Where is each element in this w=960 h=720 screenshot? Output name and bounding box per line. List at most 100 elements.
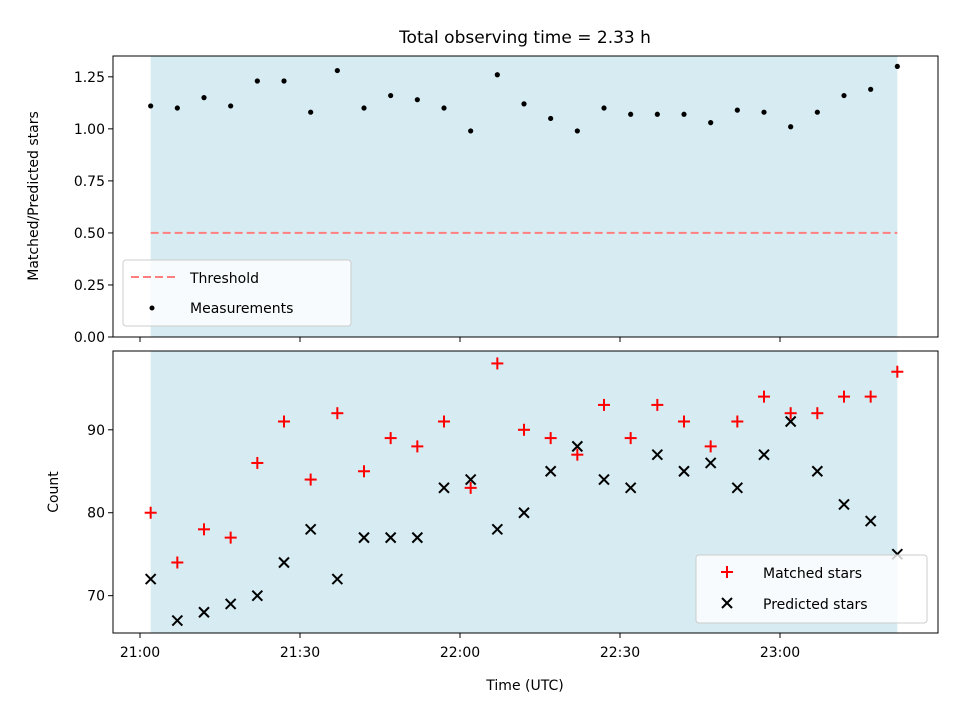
x-tick-label: 21:00	[120, 645, 160, 661]
matched-star-point	[598, 398, 610, 411]
chart-title: Total observing time = 2.33 h	[398, 28, 651, 48]
predicted-star-point	[384, 531, 397, 544]
predicted-star-point	[544, 465, 557, 477]
matched-star-point	[251, 456, 264, 469]
matched-star-point	[224, 531, 237, 544]
y-tick-label: 0.75	[74, 174, 105, 190]
predicted-star-point	[464, 473, 477, 486]
matched-star-point	[171, 556, 184, 569]
predicted-star-point	[731, 482, 744, 494]
predicted-star-point	[144, 573, 157, 585]
predicted-star-point	[624, 482, 637, 494]
predicted-star-point	[678, 465, 690, 477]
y-tick-label: 0.25	[74, 278, 105, 294]
predicted-star-point	[811, 465, 824, 477]
bottom-panel: 70 80 90 21:00 21:30 22:00 22:30 23:00 Count T…	[46, 350, 939, 694]
predicted-legend-label: Predicted stars	[763, 597, 868, 613]
matched-star-point	[411, 440, 424, 453]
measurement-point	[708, 120, 714, 126]
top-plot-frame	[112, 55, 939, 338]
measurement-point	[681, 111, 687, 117]
matched-star-point	[678, 415, 690, 428]
predicted-star-point	[411, 531, 424, 544]
bottom-x-axis-ticks: 21:00 21:30 22:00 22:30 23:00	[120, 633, 800, 661]
measurements-legend-label: Measurements	[190, 301, 293, 317]
measurements-legend-swatch	[149, 305, 155, 311]
measurement-point	[521, 101, 527, 107]
measurement-point	[574, 128, 580, 134]
predicted-star-point	[304, 523, 317, 536]
predicted-legend-swatch	[721, 597, 733, 609]
predicted-star-point	[198, 606, 210, 618]
matched-star-point	[811, 407, 824, 420]
predicted-star-point	[704, 457, 717, 469]
bottom-legend-box	[695, 554, 928, 624]
matched-star-point	[438, 415, 450, 428]
matched-star-point	[624, 432, 637, 445]
top-panel: 0.00 0.25 0.50 0.75 1.00 1.25 Total observing…	[26, 28, 939, 346]
top-y-axis-ticks: 0.00 0.25 0.50 0.75 1.00 1.25	[74, 70, 113, 346]
measurement-point	[281, 78, 287, 84]
measurement-point	[201, 95, 207, 101]
x-tick-label: 21:30	[280, 645, 320, 661]
predicted-star-point	[438, 482, 450, 494]
matched-legend-label: Matched stars	[763, 566, 862, 582]
measurement-point	[494, 72, 500, 78]
measurement-point	[894, 63, 900, 70]
top-y-axis-label: Matched/Predicted stars	[26, 111, 42, 281]
measurement-point	[414, 97, 420, 103]
matched-star-point	[278, 415, 290, 428]
matched-star-point	[544, 432, 557, 445]
matched-star-point	[331, 407, 344, 420]
matched-star-point	[864, 390, 877, 403]
predicted-star-point	[358, 531, 370, 544]
measurement-point	[228, 103, 234, 109]
x-tick-label: 23:00	[760, 645, 800, 661]
predicted-star-point	[278, 556, 290, 569]
top-legend-box	[122, 259, 352, 327]
matched-star-point	[731, 415, 744, 428]
measurement-point	[628, 111, 634, 117]
measurement-point	[734, 107, 740, 113]
predicted-stars-points	[144, 415, 904, 627]
predicted-star-point	[224, 598, 237, 610]
y-tick-label: 1.00	[74, 122, 105, 138]
measurement-point	[308, 109, 314, 115]
predicted-star-point	[331, 573, 344, 585]
predicted-star-point	[864, 515, 877, 527]
matched-star-point	[651, 398, 664, 411]
top-legend: Threshold Measurements	[122, 259, 352, 327]
measurement-point	[761, 109, 767, 115]
y-tick-label: 1.25	[74, 70, 105, 86]
predicted-star-point	[251, 589, 264, 602]
matched-star-point	[198, 523, 210, 536]
measurement-point	[841, 92, 847, 99]
y-tick-label: 80	[87, 506, 105, 522]
matched-star-point	[784, 407, 797, 420]
measurement-point	[814, 109, 820, 115]
measurement-point	[548, 115, 554, 122]
measurement-point	[148, 103, 154, 109]
measurement-point	[654, 111, 660, 117]
y-tick-label: 0.00	[74, 330, 105, 346]
predicted-star-point	[838, 498, 850, 511]
measurement-point	[388, 92, 394, 99]
predicted-star-point	[491, 523, 504, 536]
measurement-point	[254, 78, 260, 84]
bottom-legend: Matched stars Predicted stars	[695, 554, 928, 624]
measurement-point	[788, 124, 794, 130]
predicted-star-point	[598, 473, 610, 486]
x-tick-label: 22:30	[600, 645, 640, 661]
measurement-points	[148, 63, 900, 134]
measurement-point	[174, 105, 180, 111]
bottom-y-axis-ticks: 70 80 90	[87, 423, 113, 605]
matched-star-point	[304, 473, 317, 486]
predicted-star-point	[758, 448, 770, 461]
predicted-star-point	[651, 448, 664, 461]
predicted-star-point	[571, 440, 584, 453]
matched-star-point	[491, 357, 504, 370]
matched-star-point	[358, 465, 370, 478]
matched-star-point	[891, 365, 904, 378]
measurement-point	[868, 86, 874, 92]
